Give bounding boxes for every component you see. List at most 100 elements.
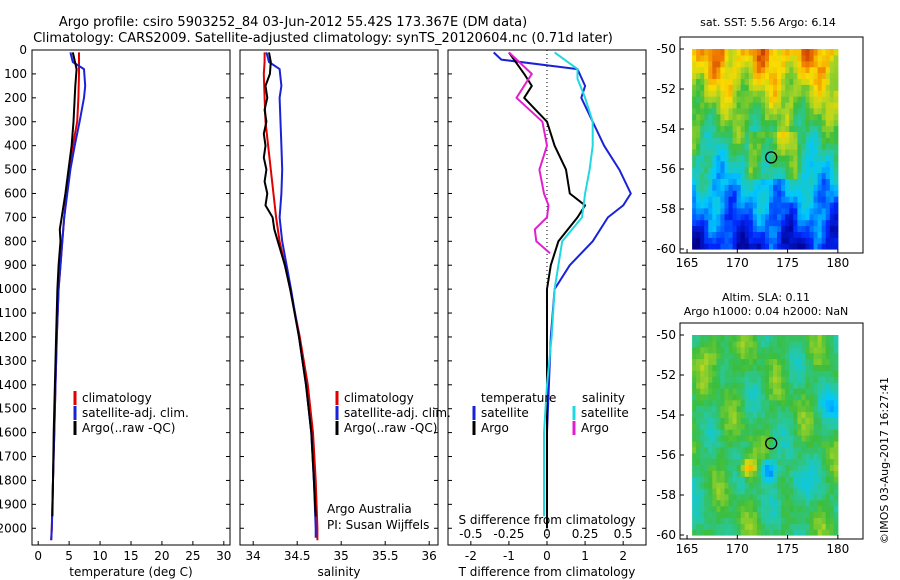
map-cell: [740, 529, 746, 536]
map-cell: [809, 417, 815, 424]
map-cell: [744, 517, 750, 524]
map-cell: [744, 346, 750, 354]
map-cell: [716, 505, 721, 513]
map-cell: [704, 352, 709, 360]
map-cell: [793, 131, 798, 138]
map-cell: [704, 493, 709, 501]
map-cell: [833, 493, 839, 501]
map-cell: [724, 470, 730, 477]
map-cell: [821, 143, 827, 150]
map-cell: [773, 72, 778, 79]
map-cell: [829, 137, 835, 144]
map-cell: [748, 417, 754, 424]
map-cell: [728, 523, 734, 530]
map-cell: [708, 119, 713, 127]
map-cell: [716, 201, 721, 209]
map-cell: [696, 440, 701, 448]
map-cell: [696, 493, 701, 501]
map-cell: [752, 101, 758, 109]
map-cell: [793, 107, 798, 115]
map-cell: [732, 119, 738, 127]
map-cell: [744, 370, 750, 377]
sla-map-title: Altim. SLA: 0.11: [722, 291, 810, 304]
map-cell: [809, 364, 815, 371]
map-cell: [740, 172, 746, 179]
map-cell: [797, 423, 802, 430]
map-cell: [813, 84, 819, 91]
map-cell: [809, 96, 815, 103]
map-cell: [765, 172, 770, 179]
map-cell: [789, 72, 794, 79]
map-cell: [789, 125, 794, 132]
map-cell: [696, 243, 701, 250]
map-cell: [809, 523, 815, 530]
map-cell: [781, 382, 786, 389]
map-y-tick-label: -56: [656, 162, 676, 176]
map-cell: [813, 429, 819, 436]
map-cell: [789, 84, 794, 91]
map-cell: [736, 405, 742, 413]
map-cell: [797, 482, 802, 489]
map-cell: [716, 113, 721, 121]
map-cell: [724, 60, 730, 68]
map-cell: [765, 149, 770, 156]
map-cell: [756, 452, 762, 460]
map-cell: [716, 225, 721, 232]
map-cell: [700, 446, 705, 454]
map-y-tick-label: -58: [656, 488, 676, 502]
map-cell: [813, 382, 819, 389]
map-cell: [712, 237, 717, 244]
map-cell: [756, 119, 762, 127]
map-cell: [769, 190, 774, 197]
map-cell: [760, 529, 766, 536]
map-cell: [720, 364, 725, 371]
map-cell: [817, 196, 823, 203]
map-cell: [789, 358, 794, 365]
map-cell: [728, 131, 734, 138]
map-cell: [732, 137, 738, 144]
map-cell: [744, 125, 750, 132]
map-cell: [777, 149, 782, 156]
map-cell: [692, 440, 697, 448]
map-cell: [700, 225, 705, 232]
map-cell: [752, 184, 758, 191]
map-cell: [736, 517, 742, 524]
map-cell: [801, 370, 806, 377]
map-cell: [801, 201, 806, 209]
map-cell: [793, 352, 798, 360]
x-tick-label: 35: [334, 549, 349, 563]
map-cell: [720, 417, 725, 424]
map-cell: [744, 382, 750, 389]
map-cell: [773, 523, 778, 530]
map-cell: [765, 84, 770, 91]
map-cell: [781, 107, 786, 115]
map-cell: [740, 196, 746, 203]
map-cell: [829, 160, 835, 168]
map-cell: [760, 452, 766, 460]
map-cell: [793, 517, 798, 524]
map-cell: [797, 172, 802, 179]
map-cell: [785, 201, 790, 209]
map-cell: [809, 184, 815, 191]
map-cell: [765, 54, 770, 62]
map-cell: [817, 213, 823, 221]
map-cell: [801, 423, 806, 430]
map-cell: [704, 154, 709, 162]
map-cell: [825, 225, 831, 232]
map-cell: [748, 231, 754, 238]
map-cell: [813, 113, 819, 121]
map-cell: [773, 493, 778, 501]
map-cell: [793, 72, 798, 79]
map-cell: [720, 107, 725, 115]
map-cell: [724, 517, 730, 524]
map-cell: [752, 213, 758, 221]
header-line1: Argo profile: csiro 5903252_84 03-Jun-20…: [59, 15, 527, 30]
map-cell: [801, 237, 806, 244]
map-cell: [781, 119, 786, 127]
map-cell: [809, 346, 815, 354]
map-cell: [696, 207, 701, 215]
map-cell: [720, 482, 725, 489]
map-cell: [829, 101, 835, 109]
map-cell: [809, 423, 815, 430]
map-cell: [773, 487, 778, 495]
